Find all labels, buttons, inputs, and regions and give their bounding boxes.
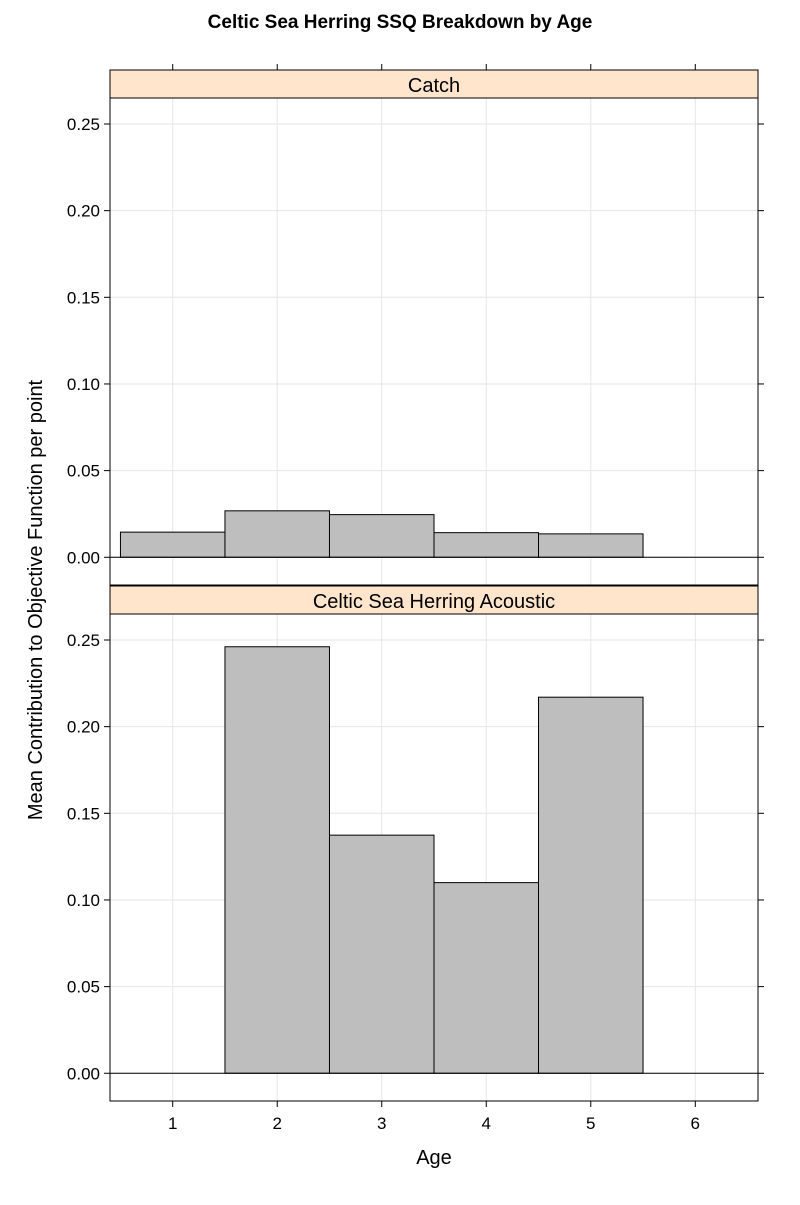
y-tick-label: 0.00 — [67, 548, 100, 567]
bar — [433, 532, 540, 558]
y-tick-label: 0.05 — [67, 978, 100, 997]
y-tick-label: 0.00 — [67, 1064, 100, 1083]
x-tick-label: 6 — [691, 1114, 700, 1133]
y-tick-label: 0.20 — [67, 202, 100, 221]
y-tick-label: 0.05 — [67, 462, 100, 481]
y-tick-label: 0.15 — [67, 288, 100, 307]
bar — [538, 696, 644, 1074]
bar — [224, 510, 330, 558]
chart-title: Celtic Sea Herring SSQ Breakdown by Age — [208, 12, 593, 33]
panel-catch: Catch 0.00 0.05 0.10 0.15 0.20 0.25 — [67, 64, 764, 586]
y-tick-label: 0.10 — [67, 891, 100, 910]
strip-header — [109, 69, 759, 99]
y-tick-label: 0.15 — [67, 804, 100, 823]
panel-acoustic: Celtic Sea Herring Acoustic 0.00 0.05 0.10 0… — [67, 585, 764, 1133]
x-axis-label: Age — [416, 1147, 452, 1169]
y-tick-label: 0.25 — [67, 631, 100, 650]
strip-label: Catch — [408, 75, 460, 97]
strip-label: Celtic Sea Herring Acoustic — [313, 591, 555, 613]
bar — [328, 834, 435, 1074]
y-tick-label: 0.25 — [67, 115, 100, 134]
x-tick-label: 1 — [168, 1114, 177, 1133]
x-tick-label: 4 — [482, 1114, 491, 1133]
x-tick-label: 2 — [272, 1114, 281, 1133]
bar — [119, 531, 226, 558]
bar — [538, 533, 644, 558]
y-axis-label: Mean Contribution to Objective Function … — [25, 379, 47, 820]
panel-background — [110, 98, 758, 585]
bar — [433, 882, 540, 1074]
bar — [328, 514, 435, 558]
y-tick-label: 0.20 — [67, 718, 100, 737]
y-tick-label: 0.10 — [67, 375, 100, 394]
x-tick-label: 3 — [377, 1114, 386, 1133]
bar — [224, 646, 330, 1074]
x-tick-label: 5 — [586, 1114, 595, 1133]
strip-header — [109, 585, 759, 615]
